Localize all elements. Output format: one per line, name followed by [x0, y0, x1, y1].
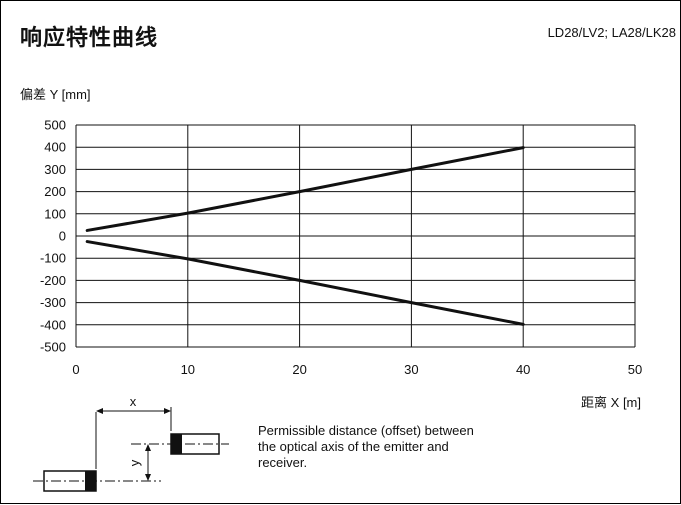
- y-tick-label: 400: [44, 140, 66, 155]
- y-tick-label: -100: [40, 251, 66, 266]
- x-dimension-label: x: [130, 394, 137, 409]
- diagram-caption: Permissible distance (offset) between th…: [258, 423, 474, 470]
- x-tick-label: 20: [292, 362, 306, 377]
- x-tick-label: 0: [72, 362, 79, 377]
- x-arrow-right: [164, 408, 171, 414]
- y-tick-label: -300: [40, 295, 66, 310]
- y-dimension-label: y: [127, 459, 142, 466]
- y-tick-label: 0: [59, 229, 66, 244]
- y-tick-label: -200: [40, 273, 66, 288]
- x-tick-labels: 0 10 20 30 40 50: [72, 362, 642, 377]
- y-tick-label: 300: [44, 162, 66, 177]
- x-tick-label: 30: [404, 362, 418, 377]
- model-numbers: LD28/LV2; LA28/LK28: [547, 25, 676, 40]
- y-tick-label: 200: [44, 184, 66, 199]
- y-tick-labels: 500 400 300 200 100 0 -100 -200 -300 -400 -500: [40, 118, 66, 355]
- x-tick-label: 40: [516, 362, 530, 377]
- x-arrow-left: [96, 408, 103, 414]
- series-lines: [85, 146, 525, 326]
- y-tick-label: -400: [40, 317, 66, 332]
- chart-title: 响应特性曲线: [20, 26, 159, 51]
- series-line-positive: [85, 146, 525, 232]
- x-axis-label: 距离 X [m]: [581, 395, 641, 410]
- y-arrow-bottom: [145, 474, 151, 481]
- y-axis-label: 偏差 Y [mm]: [20, 87, 91, 102]
- grid: [75, 124, 636, 348]
- x-tick-label: 10: [181, 362, 195, 377]
- y-tick-label: 100: [44, 206, 66, 221]
- y-arrow-top: [145, 444, 151, 451]
- y-tick-label: -500: [40, 340, 66, 355]
- x-tick-label: 50: [628, 362, 642, 377]
- series-line-negative: [85, 240, 525, 326]
- y-tick-label: 500: [44, 118, 66, 133]
